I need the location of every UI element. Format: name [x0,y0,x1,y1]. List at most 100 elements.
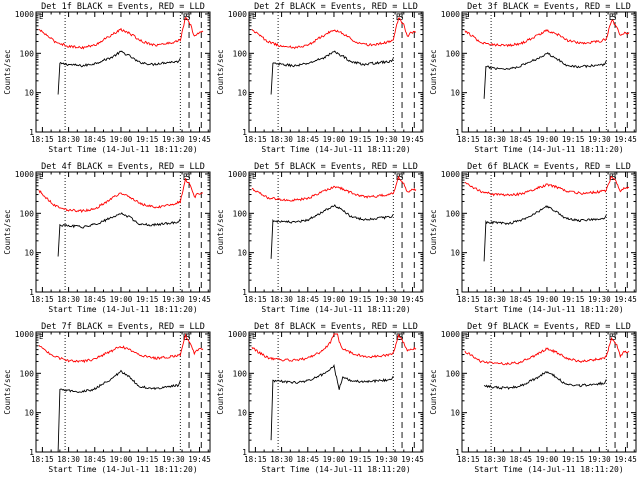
y-tick-label: 100 [20,209,35,218]
x-tick-label: 19:30 [588,135,611,144]
corner-marker: E [39,13,43,21]
x-tick-label: 19:00 [110,295,133,304]
x-tick-label: 19:30 [162,135,185,144]
series-group [251,175,417,259]
events-series-line [57,369,181,452]
corner-marker: E [465,13,469,21]
x-tick-label: 18:45 [509,295,532,304]
x-tick-label: 18:45 [509,455,532,464]
x-tick-label: 19:45 [188,295,211,304]
x-tick-label: 18:30 [270,295,293,304]
x-tick-label: 19:45 [614,295,637,304]
plot-frame [461,11,637,133]
plot-frame [35,171,211,293]
chart-panel-6: Det 6f BLACK = Events, RED = LLD 1 10 100 10… [429,162,637,314]
flare-marker-start: E [396,333,401,343]
lld-series-line [251,333,417,362]
y-tick-label: 1 [29,128,34,137]
x-axis-label: Start Time (14-Jul-11 18:11:20) [474,465,623,474]
y-tick-label: 1 [455,288,460,297]
x-axis-label: Start Time (14-Jul-11 18:11:20) [48,305,197,314]
series-group [251,333,417,441]
lld-series-line [38,333,204,364]
flare-marker-end: S [611,173,616,183]
x-tick-label: 19:00 [536,455,559,464]
flare-marker-end: S [398,13,403,23]
flare-marker-start: E [609,173,614,183]
x-tick-label: 18:45 [509,135,532,144]
corner-marker: E [252,333,256,341]
y-tick-label: 1 [242,448,247,457]
x-tick-label: 19:00 [323,135,346,144]
y-axis-label: Counts/sec [216,369,225,414]
lld-series-line [251,175,417,202]
series-group [464,175,630,262]
x-tick-label: 18:30 [57,135,80,144]
y-tick-label: 1 [455,448,460,457]
y-tick-label: 100 [446,49,461,58]
series-group [251,17,417,95]
chart-title: Det 2f BLACK = Events, RED = LLD [254,2,418,12]
events-series-line [483,52,607,99]
x-tick-label: 19:00 [110,135,133,144]
y-tick-label: 10 [450,409,460,418]
events-series-line [270,364,394,441]
flare-marker-start: E [183,333,188,343]
plot-frame [461,171,637,293]
x-tick-label: 19:00 [536,135,559,144]
y-axis-label: Counts/sec [429,49,438,94]
x-tick-label: 18:15 [457,135,480,144]
chart-panel-7: Det 7f BLACK = Events, RED = LLD 1 10 100 10… [3,322,211,474]
x-tick-label: 19:00 [323,295,346,304]
events-series-line [270,50,394,95]
x-tick-label: 18:15 [31,455,54,464]
flare-marker-end: S [611,13,616,23]
x-tick-label: 18:45 [83,135,106,144]
x-tick-label: 18:15 [457,295,480,304]
chart-title: Det 9f BLACK = Events, RED = LLD [467,322,631,332]
y-tick-label: 1 [29,288,34,297]
chart-panel-2: Det 2f BLACK = Events, RED = LLD 1 10 100 10… [216,2,424,154]
x-axis-label: Start Time (14-Jul-11 18:11:20) [474,145,623,154]
corner-marker: E [252,173,256,181]
x-tick-label: 19:15 [349,135,372,144]
chart-panel-5: Det 5f BLACK = Events, RED = LLD 1 10 100 10… [216,162,424,314]
y-tick-label: 1 [455,128,460,137]
corner-marker: E [465,333,469,341]
x-tick-label: 18:30 [483,135,506,144]
y-tick-label: 10 [24,89,34,98]
chart-panel-8: Det 8f BLACK = Events, RED = LLD 1 10 100 10… [216,322,424,474]
x-tick-label: 19:45 [614,135,637,144]
y-tick-label: 100 [20,49,35,58]
y-tick-label: 10 [450,89,460,98]
x-tick-label: 18:30 [270,135,293,144]
y-axis-label: Counts/sec [3,49,12,94]
chart-title: Det 4f BLACK = Events, RED = LLD [41,162,205,172]
x-tick-label: 19:30 [375,455,398,464]
y-tick-label: 10 [24,409,34,418]
chart-panel-3: Det 3f BLACK = Events, RED = LLD 1 10 100 10… [429,2,637,154]
y-tick-label: 100 [233,369,248,378]
series-group [464,336,630,390]
x-axis-label: Start Time (14-Jul-11 18:11:20) [48,145,197,154]
x-tick-label: 19:00 [323,455,346,464]
y-tick-label: 10 [450,249,460,258]
y-axis-label: Counts/sec [429,209,438,254]
y-tick-label: 1000 [441,330,460,339]
y-tick-label: 10 [237,409,247,418]
lld-series-line [38,16,204,50]
chart-title: Det 8f BLACK = Events, RED = LLD [254,322,418,332]
y-tick-label: 10 [237,89,247,98]
y-tick-label: 1 [242,128,247,137]
chart-title: Det 6f BLACK = Events, RED = LLD [467,162,631,172]
lld-series-line [464,175,630,197]
y-tick-label: 1000 [228,330,247,339]
lld-series-line [464,336,630,366]
flare-marker-start: E [183,173,188,183]
lld-series-line [38,178,203,214]
flare-marker-end: S [185,13,190,23]
x-tick-label: 19:15 [562,455,585,464]
y-tick-label: 1000 [228,10,247,19]
x-tick-label: 18:45 [83,295,106,304]
corner-marker: E [465,173,469,181]
